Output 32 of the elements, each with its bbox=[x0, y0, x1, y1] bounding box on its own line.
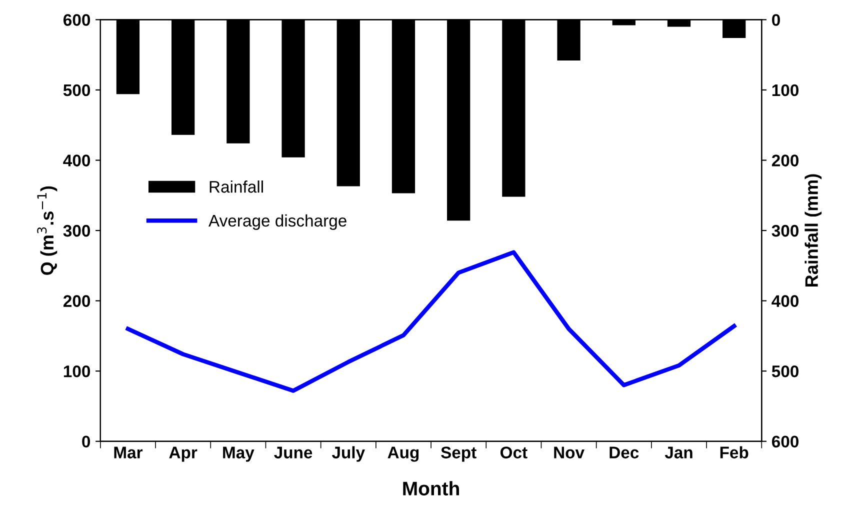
x-axis-title: Month bbox=[403, 481, 459, 496]
x-tick-label: July bbox=[332, 446, 365, 462]
x-tick-label: Oct bbox=[500, 446, 528, 458]
x-tick-label: June bbox=[274, 446, 312, 458]
y2-tick-label: 500 bbox=[772, 365, 798, 378]
y-tick-label: 500 bbox=[63, 84, 90, 96]
x-tick-label: Apr bbox=[169, 446, 198, 462]
y-tick-label: 100 bbox=[64, 365, 90, 378]
y-tick-label: 400 bbox=[63, 154, 90, 166]
legend-label: Average discharge bbox=[208, 214, 346, 230]
y-tick-label: 600 bbox=[64, 14, 90, 26]
legend-label: Rainfall bbox=[210, 180, 263, 193]
x-tick-label: Mar bbox=[114, 446, 143, 458]
x-tick-label: Feb bbox=[720, 446, 748, 458]
y2-tick-label: 0 bbox=[772, 14, 780, 26]
x-tick-label: Dec bbox=[610, 446, 639, 458]
x-tick-label: Jan bbox=[664, 446, 692, 458]
y2-tick-label: 600 bbox=[772, 436, 798, 448]
y2-tick-label: 300 bbox=[772, 224, 798, 237]
y2-axis-title: Rainfall (mm) bbox=[804, 174, 822, 286]
y-tick-label: 0 bbox=[82, 436, 90, 448]
x-tick-label: May bbox=[223, 446, 254, 462]
y2-tick-label: 100 bbox=[772, 84, 798, 96]
x-tick-label: Sept bbox=[441, 446, 476, 462]
y-tick-label: 300 bbox=[63, 224, 90, 237]
x-tick-label: Aug bbox=[388, 446, 419, 462]
x-tick-label: Nov bbox=[554, 446, 584, 458]
y-axis-title: Q (m$^{3}$.s$^{−1}$) bbox=[37, 186, 58, 275]
y2-tick-label: 400 bbox=[772, 295, 798, 307]
line-series bbox=[126, 250, 736, 393]
y2-tick-label: 200 bbox=[772, 154, 798, 166]
y-tick-label: 200 bbox=[63, 295, 90, 307]
